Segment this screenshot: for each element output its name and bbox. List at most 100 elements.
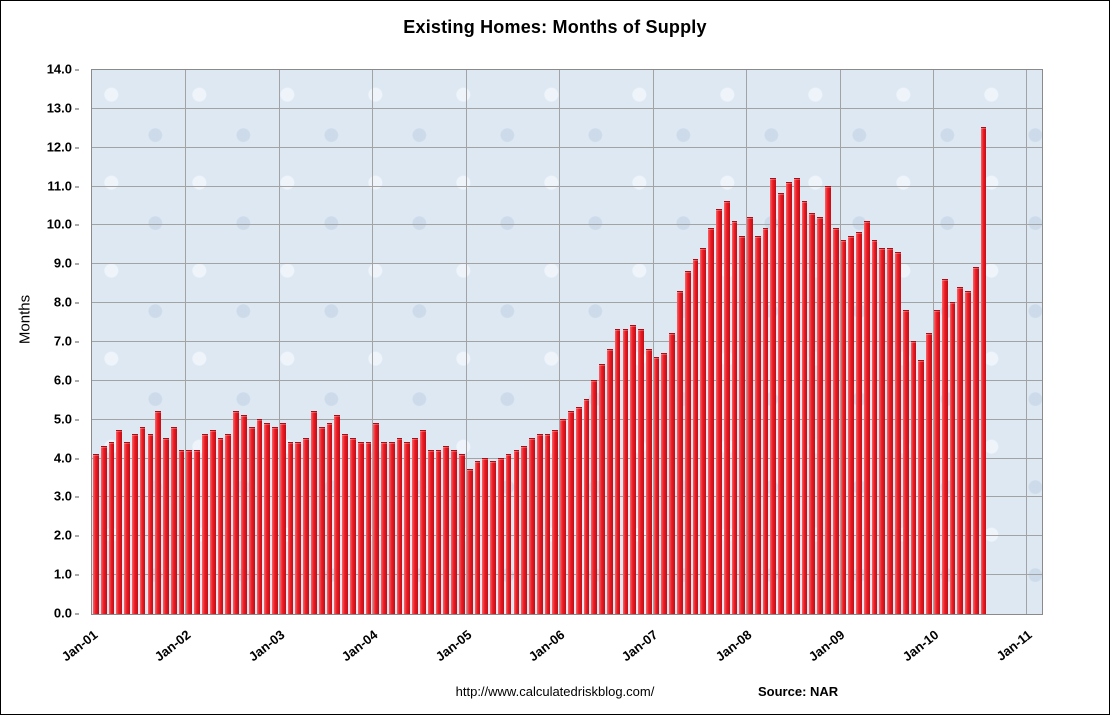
horizontal-gridline <box>92 107 1042 109</box>
bar <box>474 461 481 614</box>
footer-url: http://www.calculatedriskblog.com/ <box>455 684 655 699</box>
bar <box>124 442 130 614</box>
bar <box>505 453 512 614</box>
bar <box>443 445 450 614</box>
vertical-gridline <box>839 70 841 614</box>
bar <box>513 449 520 614</box>
bar <box>147 434 154 614</box>
bar <box>529 438 535 614</box>
x-tick-label: Jan-06 <box>525 627 568 665</box>
chart-footer: http://www.calculatedriskblog.com/ Sourc… <box>1 684 1109 704</box>
y-tick-label: 7.0 <box>54 334 79 349</box>
bar <box>941 278 948 614</box>
x-tick-label: Jan-10 <box>899 627 942 665</box>
bar <box>980 127 987 614</box>
bar <box>599 364 605 614</box>
y-tick-label: 2.0 <box>54 528 79 543</box>
bar <box>420 430 426 614</box>
bar <box>972 267 979 614</box>
vertical-gridline <box>278 70 280 614</box>
bar <box>965 290 971 614</box>
bar <box>933 309 940 614</box>
x-axis-tick-labels: Jan-01 Jan-02 Jan-03 Jan-04 Jan-05 Jan-06 Jan-… <box>59 617 1041 683</box>
bar <box>715 208 722 614</box>
x-tick-label: Jan-07 <box>619 627 661 665</box>
bar <box>272 426 278 614</box>
bar <box>264 422 271 614</box>
bar <box>552 430 559 614</box>
x-tick-label: Jan-03 <box>245 627 288 665</box>
bar <box>645 348 652 614</box>
bar <box>388 442 395 614</box>
x-tick-label: Jan-04 <box>338 627 381 665</box>
horizontal-gridline <box>92 457 1042 459</box>
y-tick-label: 8.0 <box>54 295 79 310</box>
bar <box>560 418 566 614</box>
bar <box>840 239 847 614</box>
horizontal-gridline <box>92 146 1042 148</box>
y-tick-label: 0.0 <box>54 606 79 621</box>
bar <box>848 236 855 614</box>
y-tick-label: 9.0 <box>54 256 79 271</box>
vertical-gridline <box>372 70 374 614</box>
bar <box>381 442 387 614</box>
bar <box>949 302 956 614</box>
y-tick-label: 4.0 <box>54 450 79 465</box>
y-tick-label: 12.0 <box>47 139 79 154</box>
horizontal-gridline <box>92 379 1042 381</box>
bar <box>918 360 925 614</box>
bar <box>318 426 325 614</box>
bar <box>910 341 917 614</box>
chart-title: Existing Homes: Months of Supply <box>403 17 707 37</box>
bar <box>536 434 543 614</box>
bar <box>233 410 239 614</box>
y-tick-label: 13.0 <box>47 100 79 115</box>
bar <box>326 422 333 614</box>
bar <box>824 185 831 614</box>
bar <box>684 271 691 614</box>
y-tick-label: 3.0 <box>54 489 79 504</box>
bar <box>349 438 356 614</box>
bar <box>497 457 504 614</box>
bar <box>863 220 870 614</box>
bar <box>700 247 707 614</box>
bar <box>412 438 419 614</box>
bar <box>778 193 784 614</box>
bar <box>178 449 185 614</box>
bar <box>591 379 598 614</box>
x-tick-label: Jan-09 <box>806 627 848 665</box>
bar <box>202 434 208 614</box>
horizontal-gridline <box>92 574 1042 576</box>
horizontal-gridline <box>92 341 1042 342</box>
bar <box>708 228 714 614</box>
x-tick-label: Jan-08 <box>712 627 755 665</box>
x-tick-label: Jan-02 <box>151 627 194 665</box>
bar <box>225 434 232 614</box>
bar <box>209 430 216 614</box>
bar <box>770 177 777 614</box>
bar <box>194 449 200 614</box>
y-tick-label: 10.0 <box>47 217 79 232</box>
y-tick-label: 5.0 <box>54 411 79 426</box>
bar <box>762 228 769 614</box>
bar <box>731 220 738 614</box>
bar <box>669 333 675 614</box>
bar <box>638 329 644 614</box>
bar <box>575 407 582 614</box>
bar <box>108 442 115 614</box>
horizontal-gridline <box>92 185 1042 187</box>
bar <box>295 442 302 614</box>
bar <box>786 181 792 614</box>
vertical-gridline <box>559 70 561 614</box>
bar <box>311 410 317 614</box>
vertical-gridline <box>932 70 934 614</box>
x-tick-label: Jan-01 <box>58 627 101 665</box>
y-tick-label: 11.0 <box>47 178 79 193</box>
bar <box>887 247 894 614</box>
bar <box>614 329 621 614</box>
horizontal-gridline <box>92 224 1042 226</box>
bar <box>404 442 411 614</box>
bar <box>217 438 224 614</box>
bar <box>131 434 138 614</box>
